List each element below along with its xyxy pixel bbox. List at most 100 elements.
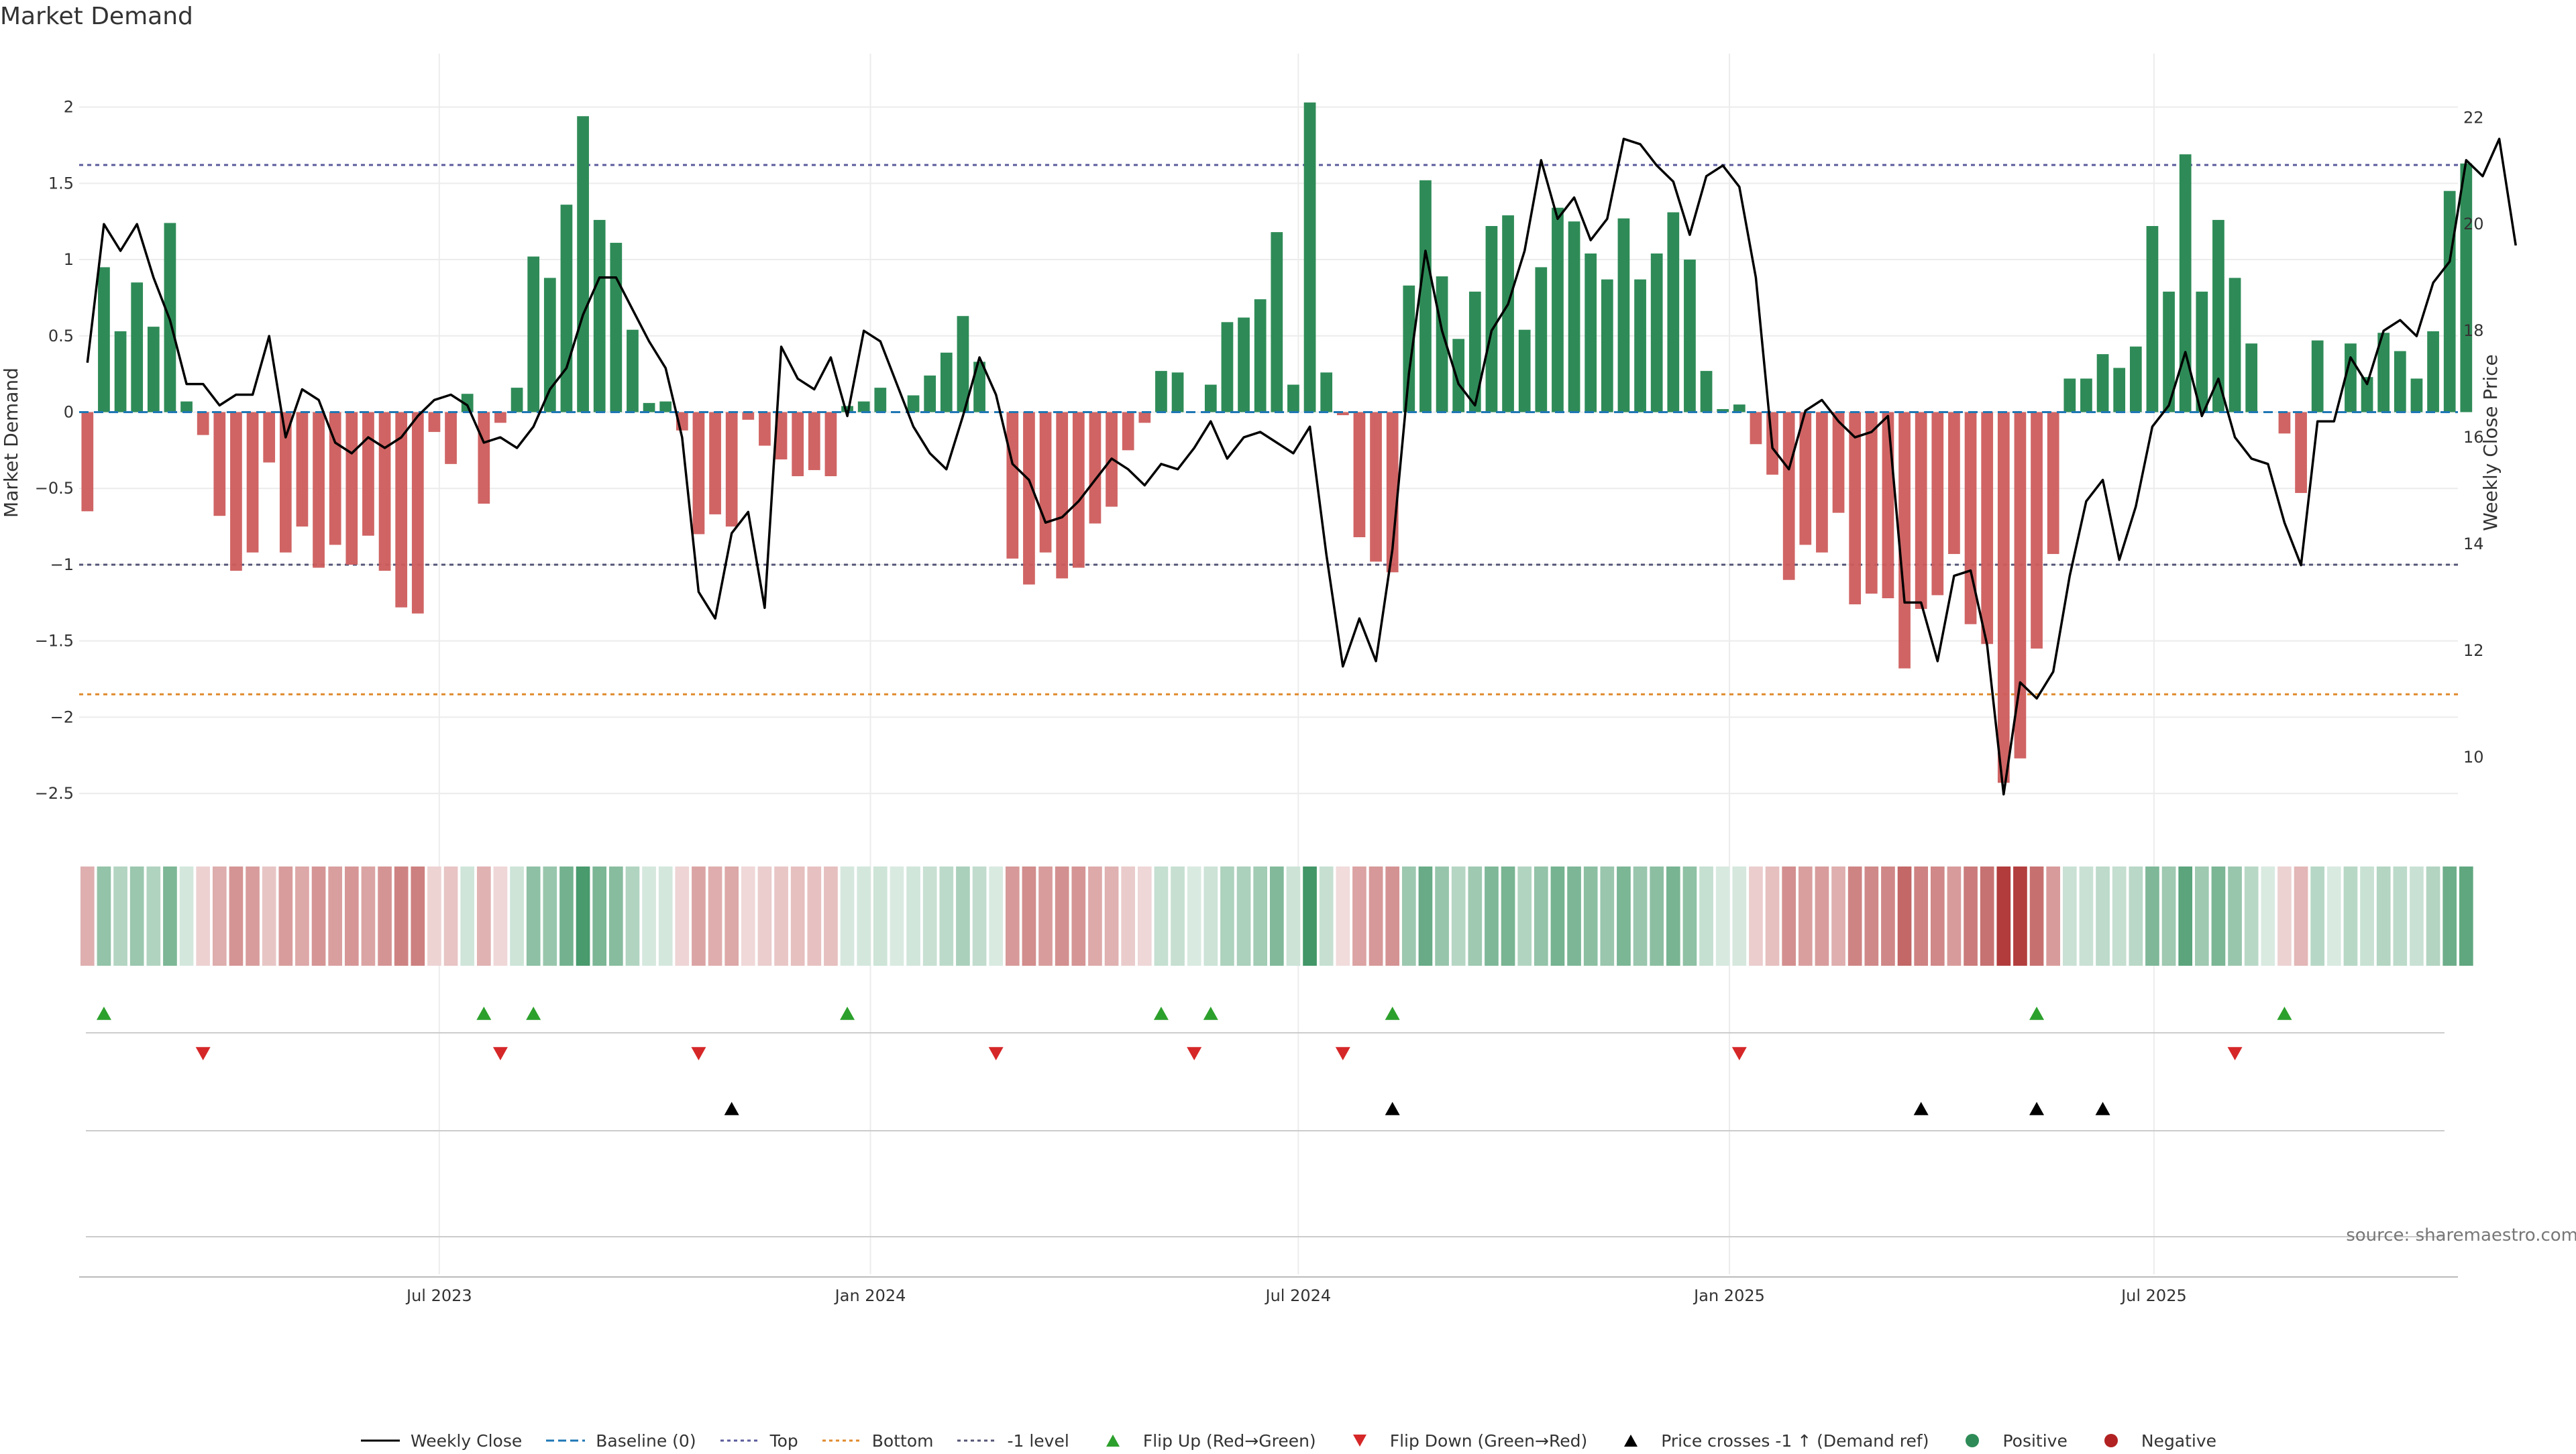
positive-bar <box>1171 372 1184 412</box>
legend-label: Negative <box>2141 1431 2217 1451</box>
heat-cell <box>1154 866 1169 966</box>
legend-symbol-positive <box>1951 1433 1993 1449</box>
heat-cell <box>741 866 755 966</box>
x-axis: Jul 2023 Jan 2024 Jul 2024 Jan 2025 Jul 2025 <box>79 1276 2458 1305</box>
heat-cell <box>1038 866 1053 966</box>
negative-bar <box>709 412 721 514</box>
y2-tick-label: 20 <box>2463 215 2484 233</box>
positive-bar <box>131 282 144 412</box>
positive-bar <box>1204 384 1217 412</box>
positive-bar <box>2361 377 2373 412</box>
negative-bar <box>1849 412 1862 605</box>
heat-cell <box>592 866 607 966</box>
positive-bar <box>1436 276 1448 412</box>
positive-bar <box>2212 219 2224 412</box>
positive-bar <box>2080 378 2092 412</box>
legend-item-weekly-close: Weekly Close <box>360 1431 522 1451</box>
heat-cell <box>559 866 574 966</box>
legend-item-flip-down: Flip Down (Green→Red) <box>1339 1431 1587 1451</box>
heat-cell <box>344 866 359 966</box>
heat-cell <box>1352 866 1366 966</box>
positive-bar <box>1601 279 1613 412</box>
heat-cell <box>2062 866 2077 966</box>
heat-cell <box>1798 866 1813 966</box>
heat-cell <box>2443 866 2457 966</box>
flip-down-marker <box>2227 1047 2243 1060</box>
heat-cell <box>774 866 788 966</box>
heat-cell <box>1451 866 1466 966</box>
heat-cell <box>1666 866 1680 966</box>
negative-bar <box>725 412 738 527</box>
negative-bar <box>1006 412 1019 559</box>
positive-bar <box>114 331 127 412</box>
negative-bar <box>775 412 788 460</box>
negative-bar <box>2278 412 2291 434</box>
heat-cell <box>2046 866 2061 966</box>
x-tick-label: Jul 2025 <box>2120 1286 2187 1305</box>
positive-bar <box>2427 331 2439 412</box>
heat-cell <box>443 866 458 966</box>
heat-cell <box>1187 866 1201 966</box>
heat-cell <box>807 866 822 966</box>
demand-bars <box>81 102 2473 783</box>
positive-bar <box>1617 218 1630 412</box>
event-markers <box>86 1007 2445 1237</box>
positive-bar <box>957 316 969 412</box>
flip-up-marker <box>526 1007 541 1020</box>
positive-bar <box>2460 163 2473 412</box>
y-tick-label: −1 <box>50 555 74 574</box>
negative-bar <box>1072 412 1085 568</box>
positive-bar <box>2410 378 2423 412</box>
negative-bar <box>246 412 259 553</box>
heat-cell <box>824 866 838 966</box>
heat-cell <box>1517 866 1532 966</box>
y-tick-label: 0 <box>64 403 74 422</box>
heat-cell <box>708 866 722 966</box>
negative-bar <box>1832 412 1845 513</box>
legend-label: Positive <box>2002 1431 2068 1451</box>
market-demand-chart: 2 1.5 1 0.5 0 −0.5 −1 −1.5 −2 −2.5 10 12 14 16 18 20 22… <box>0 54 2576 1305</box>
heat-cell <box>1055 866 1069 966</box>
y-tick-label: 2 <box>64 98 74 117</box>
heat-cell <box>1914 866 1929 966</box>
y2-tick-label: 22 <box>2463 108 2484 127</box>
heat-cell <box>1964 866 1978 966</box>
heat-cell <box>2161 866 2176 966</box>
heat-cell <box>692 866 706 966</box>
flip-down-marker <box>1335 1047 1350 1060</box>
positive-bar <box>1634 279 1646 412</box>
legend-item-flip-up: Flip Up (Red→Green) <box>1092 1431 1316 1451</box>
heat-cell <box>757 866 772 966</box>
heat-cell <box>2310 866 2325 966</box>
negative-bar <box>1799 412 1812 545</box>
legend-symbol-minus-one <box>956 1433 998 1449</box>
heat-cell <box>1534 866 1548 966</box>
heat-cell <box>1171 866 1185 966</box>
positive-bar <box>1468 291 1481 412</box>
heat-cell <box>1468 866 1483 966</box>
heat-cell <box>2112 866 2127 966</box>
heat-cell <box>1071 866 1086 966</box>
heat-cell <box>2079 866 2094 966</box>
y-tick-label: 0.5 <box>48 327 74 345</box>
negative-bar <box>1782 412 1795 580</box>
positive-bar <box>1403 285 1415 412</box>
positive-bar <box>2063 378 2076 412</box>
heat-cell <box>608 866 623 966</box>
heat-cell <box>1236 866 1251 966</box>
y2-axis-title: Weekly Close Price <box>2479 354 2502 530</box>
legend-label: Price crosses -1 ↑ (Demand ref) <box>1661 1431 1929 1451</box>
positive-bar <box>1254 299 1267 412</box>
positive-bar <box>1502 215 1514 412</box>
negative-bar <box>197 412 209 435</box>
heat-cell <box>1501 866 1515 966</box>
negative-bar <box>1931 412 1944 596</box>
flip-down-marker <box>492 1047 508 1060</box>
negative-bar <box>1122 412 1134 451</box>
negative-bar <box>2295 412 2307 494</box>
legend-item-price-cross: Price crosses -1 ↑ (Demand ref) <box>1610 1431 1929 1451</box>
positive-bar <box>560 205 573 412</box>
heat-cell <box>1220 866 1234 966</box>
heat-cell <box>1401 866 1416 966</box>
x-tick-label: Jul 2023 <box>405 1286 472 1305</box>
